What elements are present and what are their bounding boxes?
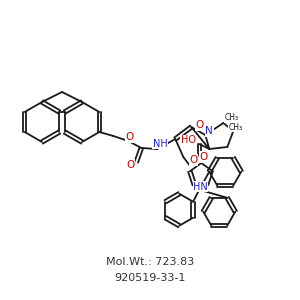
- Text: O: O: [126, 160, 134, 170]
- Text: O: O: [189, 155, 197, 165]
- Text: NH: NH: [153, 139, 168, 149]
- Text: O: O: [125, 132, 134, 142]
- Text: HO: HO: [181, 135, 196, 145]
- Text: CH₃: CH₃: [228, 122, 242, 131]
- Text: N: N: [206, 126, 213, 136]
- Text: O: O: [234, 122, 242, 132]
- Text: O: O: [199, 152, 207, 162]
- Text: 920519-33-1: 920519-33-1: [114, 273, 186, 283]
- Text: CH₃: CH₃: [224, 113, 239, 122]
- Text: Mol.Wt.: 723.83: Mol.Wt.: 723.83: [106, 257, 194, 267]
- Text: O: O: [195, 120, 203, 130]
- Text: HN: HN: [193, 182, 208, 192]
